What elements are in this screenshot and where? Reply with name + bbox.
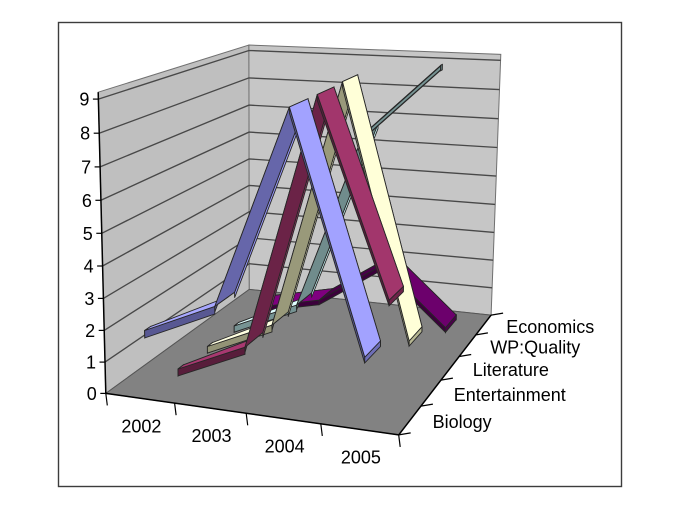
- svg-text:WP:Quality: WP:Quality: [490, 338, 580, 358]
- svg-text:7: 7: [81, 157, 91, 177]
- svg-text:0: 0: [87, 384, 97, 404]
- svg-text:9: 9: [79, 90, 89, 110]
- svg-text:2005: 2005: [341, 447, 381, 467]
- svg-text:2003: 2003: [191, 426, 231, 446]
- svg-text:3: 3: [84, 289, 94, 309]
- svg-text:2: 2: [85, 321, 95, 341]
- svg-text:2004: 2004: [265, 437, 305, 457]
- svg-text:6: 6: [82, 191, 92, 211]
- svg-text:Economics: Economics: [506, 317, 594, 337]
- svg-text:1: 1: [86, 353, 96, 373]
- svg-text:2002: 2002: [121, 416, 161, 436]
- svg-text:Biology: Biology: [433, 412, 492, 432]
- svg-text:Literature: Literature: [473, 360, 549, 380]
- svg-text:Entertainment: Entertainment: [454, 385, 566, 405]
- svg-text:8: 8: [80, 124, 90, 144]
- svg-text:4: 4: [84, 257, 94, 277]
- svg-text:5: 5: [83, 224, 93, 244]
